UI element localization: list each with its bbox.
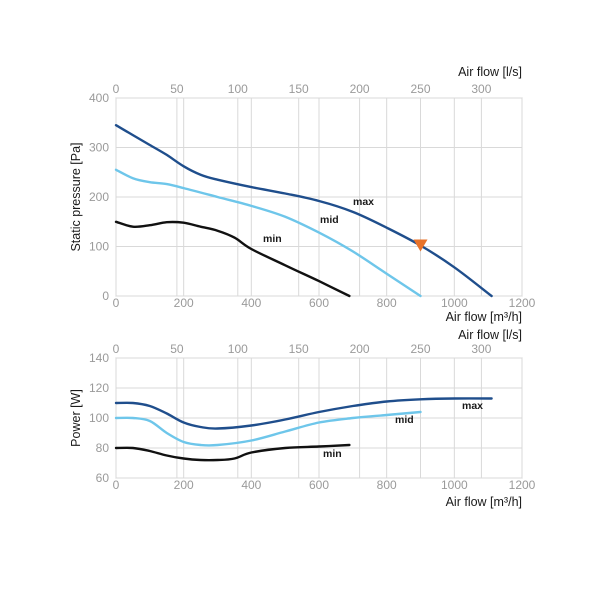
chart-2-series-max-line [114, 397, 493, 430]
chart-2-series-min-label: min [323, 448, 342, 460]
chart-1-x2-tick-label: 200 [350, 82, 370, 96]
chart-1-series-min-line [114, 220, 351, 298]
chart-1-x-tick-label: 800 [377, 296, 397, 310]
chart-2-y-tick-label: 120 [89, 381, 109, 395]
chart-1-x-tick-label: 0 [113, 296, 120, 310]
chart-2-series-max-label: max [462, 400, 483, 412]
chart-1-x-tick-label: 1000 [441, 296, 468, 310]
chart-1-x-tick-label: 400 [241, 296, 261, 310]
chart-1-x2-tick-label: 0 [113, 82, 120, 96]
chart-1-y-tick-label: 400 [89, 91, 109, 105]
chart-2-x2-tick-label: 300 [471, 342, 491, 356]
chart-1-series-min-label: min [263, 233, 282, 245]
chart-1-series-mid-line [114, 168, 422, 298]
chart-2-y-tick-label: 100 [89, 411, 109, 425]
chart-1-y-tick-label: 100 [89, 240, 109, 254]
chart-1-x2-tick-label: 300 [471, 82, 491, 96]
chart-1-x2-tick-label: 100 [228, 82, 248, 96]
chart-1-series-mid-label: mid [320, 214, 339, 226]
chart-2-bottom-axis-title: Air flow [m³/h] [446, 495, 522, 509]
chart-2-x-tick-label: 400 [241, 478, 261, 492]
chart-2-x2-tick-label: 50 [170, 342, 184, 356]
chart-2-y-tick-label: 140 [89, 351, 109, 365]
chart-2-x-tick-label: 600 [309, 478, 329, 492]
chart-2-x2-tick-label: 0 [113, 342, 120, 356]
chart-1-x2-tick-label: 150 [289, 82, 309, 96]
chart-2-y-tick-label: 60 [96, 471, 110, 485]
chart-1-bottom-axis-title: Air flow [m³/h] [446, 310, 522, 324]
chart-1-operating-point-marker [413, 239, 428, 252]
chart-1-series-max-label: max [353, 196, 374, 208]
chart-2-x-tick-label: 1000 [441, 478, 468, 492]
chart-2-series-mid-line [114, 410, 422, 447]
chart-1-y-axis-title: Static pressure [Pa] [69, 142, 83, 251]
chart-1-series-max-line [114, 124, 493, 298]
chart-2-y-axis-title: Power [W] [69, 389, 83, 447]
chart-2-x2-tick-label: 100 [228, 342, 248, 356]
chart-1-top-axis-title: Air flow [l/s] [458, 65, 522, 79]
chart-1-x-tick-label: 1200 [509, 296, 536, 310]
chart-1-x-tick-label: 200 [174, 296, 194, 310]
chart-1-x2-tick-label: 50 [170, 82, 184, 96]
chart-2-series-min-line [114, 443, 351, 462]
chart-2-x-tick-label: 800 [377, 478, 397, 492]
chart-1-x2-tick-label: 250 [410, 82, 430, 96]
chart-1-y-tick-label: 300 [89, 141, 109, 155]
chart-2-y-tick-label: 80 [96, 441, 110, 455]
chart-2-x-tick-label: 200 [174, 478, 194, 492]
chart-2-x2-tick-label: 150 [289, 342, 309, 356]
chart-1-y-tick-label: 0 [102, 289, 109, 303]
chart-2-x2-tick-label: 250 [410, 342, 430, 356]
chart-2-series-mid-label: mid [395, 414, 414, 426]
chart-1-x-tick-label: 600 [309, 296, 329, 310]
chart-2-x-tick-label: 1200 [509, 478, 536, 492]
chart-2-x2-tick-label: 200 [350, 342, 370, 356]
chart-2-top-axis-title: Air flow [l/s] [458, 328, 522, 342]
chart-2-x-tick-label: 0 [113, 478, 120, 492]
chart-1-y-tick-label: 200 [89, 190, 109, 204]
